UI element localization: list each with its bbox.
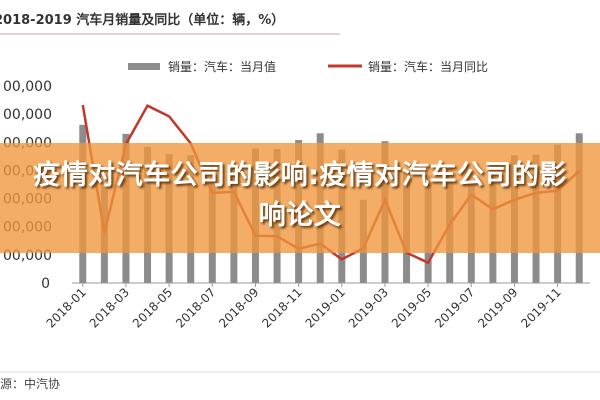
- x-tick-label: 2018-03: [87, 285, 132, 330]
- y-tick-label: 00,000: [3, 107, 52, 123]
- x-tick-label: 2018-09: [216, 285, 261, 330]
- headline-overlay: 疫情对汽车公司的影响:疫情对汽车公司的影响论文: [33, 160, 567, 231]
- x-axis-tick-labels: 2018-012018-032018-052018-072018-092018-…: [44, 283, 564, 331]
- legend-line-label: 销量：汽车：当月同比: [368, 59, 488, 74]
- source-note: 来源：中汽协: [0, 376, 60, 391]
- x-tick-label: 2018-05: [130, 285, 175, 330]
- x-tick-label: 2018-11: [259, 285, 304, 330]
- x-tick-label: 2019-03: [346, 285, 391, 330]
- x-tick-label: 2019-09: [475, 285, 520, 330]
- x-tick-label: 2018-01: [44, 285, 89, 330]
- x-tick-label: 2018-07: [173, 285, 218, 330]
- legend-bar-swatch: [128, 63, 160, 70]
- watermark-banner: [0, 143, 600, 253]
- x-tick-label: 2019-01: [303, 285, 348, 330]
- x-tick-label: 2019-11: [518, 285, 563, 330]
- x-tick-label: 2019-07: [432, 285, 477, 330]
- y-tick-label: 00,000: [3, 79, 52, 95]
- chart-title: 2018-2019 汽车月销量及同比（单位：辆，%）: [0, 12, 284, 28]
- legend: 销量：汽车：当月值 销量：汽车：当月同比: [128, 59, 488, 74]
- x-tick-label: 2019-05: [389, 285, 434, 330]
- legend-bar-label: 销量：汽车：当月值: [168, 59, 276, 74]
- y-tick-label: 0: [41, 276, 50, 292]
